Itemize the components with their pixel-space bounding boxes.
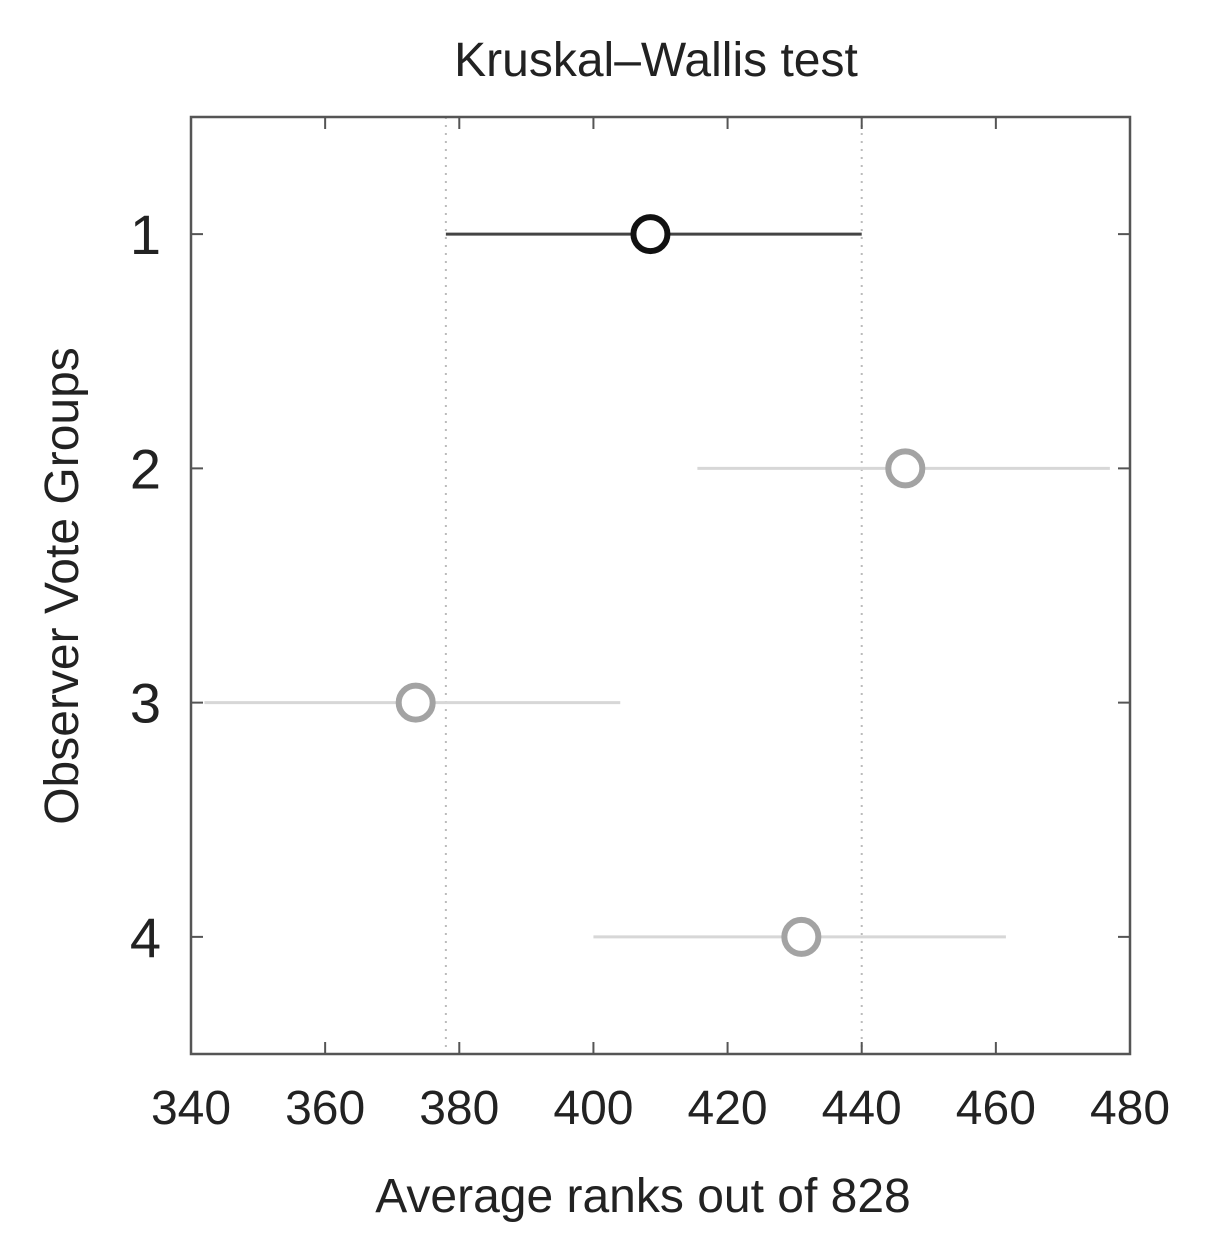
x-tick-label: 480 — [1090, 1082, 1170, 1135]
x-tick-label: 360 — [285, 1082, 365, 1135]
axes-box — [189, 115, 1132, 1056]
mean-marker-group-4 — [781, 916, 822, 957]
x-tick-label: 420 — [688, 1082, 768, 1135]
mean-marker-group-3 — [395, 682, 436, 723]
x-axis-label: Average ranks out of 828 — [375, 1170, 910, 1223]
y-axis-label: Observer Vote Groups — [36, 347, 89, 825]
x-tick-label: 460 — [956, 1082, 1036, 1135]
mean-marker-group-1 — [630, 214, 671, 255]
y-tick-label: 3 — [130, 672, 161, 735]
y-tick-label: 2 — [130, 437, 161, 500]
mean-marker-group-2 — [885, 448, 926, 489]
x-tick-label: 400 — [553, 1082, 633, 1135]
plot-area: 340 360 380 400 420 440 460 480 1 2 3 4 — [130, 115, 1170, 1135]
x-tick-label: 440 — [822, 1082, 902, 1135]
x-tick-label: 340 — [151, 1082, 231, 1135]
x-tick-label: 380 — [419, 1082, 499, 1135]
y-tick-label: 1 — [130, 203, 161, 266]
chart-title: Kruskal–Wallis test — [454, 34, 858, 87]
y-tick-label: 4 — [130, 906, 161, 969]
